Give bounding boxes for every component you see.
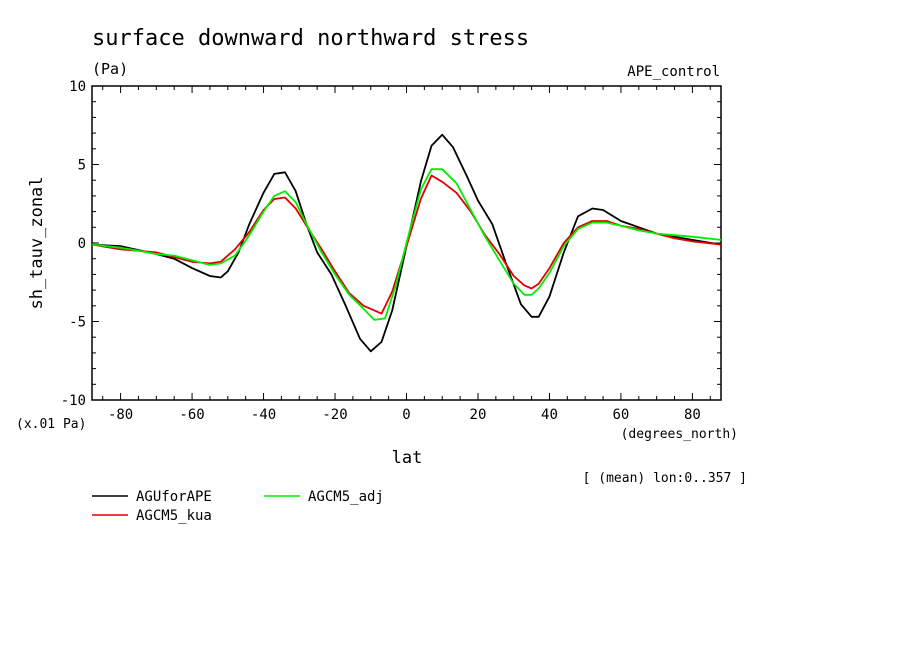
y-tick-label: 10 <box>69 79 86 95</box>
x-tick-label: 80 <box>684 407 701 423</box>
y-tick-label: 0 <box>78 236 86 252</box>
info-note: [ (mean) lon:0..357 ] <box>583 471 747 486</box>
legend-label-aguforape: AGUforAPE <box>136 489 212 505</box>
series-line-agcm5-kua <box>91 174 722 315</box>
x-tick-labels: -80 -60 -40 -20 0 20 40 60 80 <box>108 407 701 423</box>
x-tick-label: -20 <box>322 407 347 423</box>
legend-label-agcm5-kua: AGCM5_kua <box>136 508 212 524</box>
x-tick-label: 0 <box>402 407 410 423</box>
x-axis-label: lat <box>392 448 423 468</box>
legend: AGUforAPE AGCM5_adj AGCM5_kua <box>92 489 384 524</box>
x-tick-label: 20 <box>470 407 487 423</box>
x-tick-label: -80 <box>108 407 133 423</box>
chart-units: (Pa) <box>92 60 128 78</box>
y-scale-note: (x.01 Pa) <box>16 417 86 432</box>
y-axis-label: sh_tauv_zonal <box>27 176 47 309</box>
series-group <box>91 133 722 353</box>
axis-ticks <box>92 85 721 401</box>
x-tick-label: -60 <box>179 407 204 423</box>
y-tick-label: 5 <box>78 158 86 174</box>
legend-label-agcm5-adj: AGCM5_adj <box>308 489 384 505</box>
series-line-agcm5-adj <box>91 168 722 321</box>
x-tick-label: 60 <box>613 407 630 423</box>
y-tick-label: -10 <box>61 393 86 409</box>
x-tick-label: 40 <box>541 407 558 423</box>
y-tick-label: -5 <box>69 315 86 331</box>
run-label: APE_control <box>627 64 720 80</box>
chart-title: surface downward northward stress <box>92 26 529 51</box>
x-tick-label: -40 <box>251 407 276 423</box>
y-tick-labels: -10 -5 0 5 10 <box>61 79 86 409</box>
x-axis-units: (degrees_north) <box>621 427 738 442</box>
